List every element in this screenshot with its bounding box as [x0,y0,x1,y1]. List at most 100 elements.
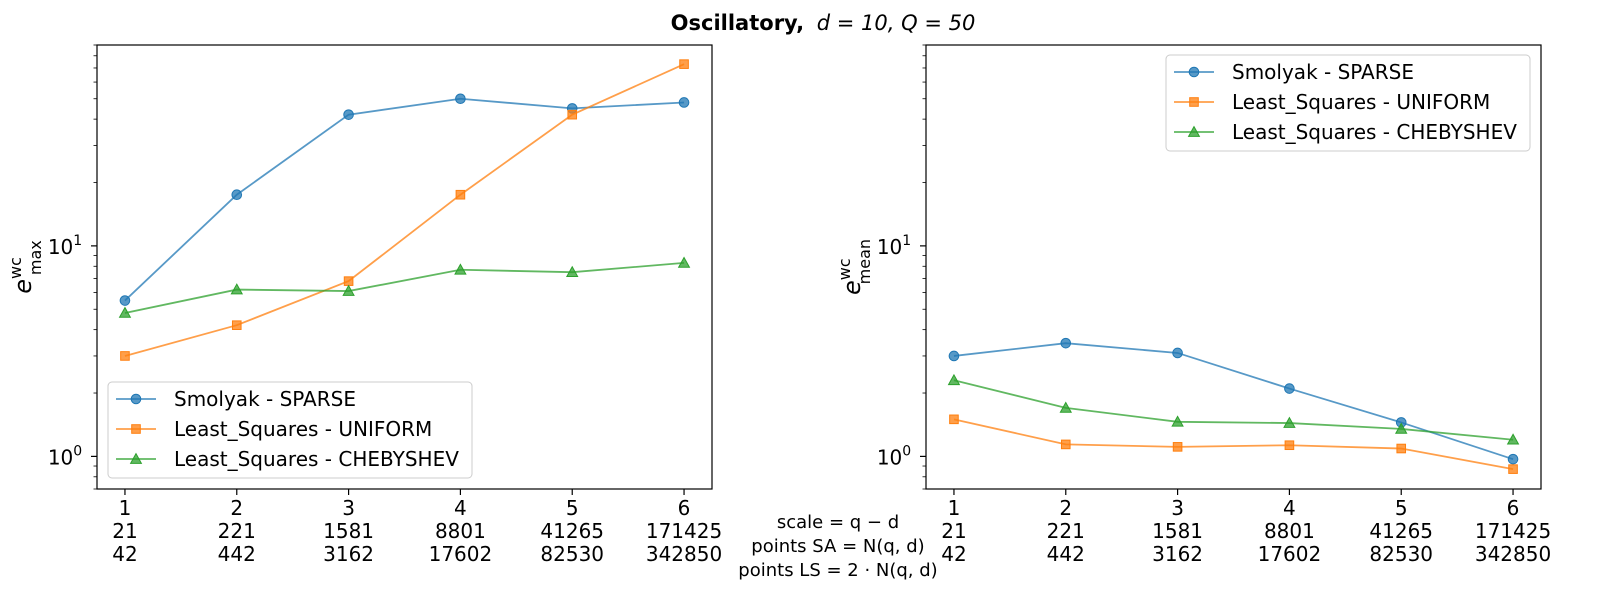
right-y-minor-ticks [922,44,926,490]
right-y-tick-label: 100 [877,443,911,469]
left-x-tick-label: 21 [112,519,137,543]
right-series-line [953,342,1514,461]
right-x-tick-label: 2 [1059,496,1072,520]
left-series-line [124,262,685,314]
right-series-point [1506,433,1520,445]
right-x-tick-label: 4 [1283,496,1296,520]
left-x-tick-label: 5 [566,496,579,520]
center-scale-label: scale = q − d [777,512,899,533]
left-series-point [230,283,244,295]
left-series-line [124,63,685,357]
left-series-line [124,97,685,302]
right-series-point [1507,453,1519,465]
left-x-tick-label: 82530 [540,542,604,566]
left-x-tick-label: 3162 [323,542,374,566]
right-x-tick-label: 342850 [1475,542,1551,566]
left-y-ticks: 100 101 [48,233,97,469]
right-series-point [949,414,959,425]
right-x-tick-label: 3162 [1152,542,1203,566]
left-legend-label: Least_Squares - CHEBYSHEV [174,447,459,471]
right-legend-label: Least_Squares - CHEBYSHEV [1232,120,1517,144]
right-x-tick-label: 171425 [1475,519,1551,543]
left-series-point [231,320,242,330]
left-y-tick-label: 101 [48,233,82,259]
left-series-group [118,59,691,361]
right-series-point [1284,440,1295,451]
left-x-tick-label: 1581 [323,519,374,543]
left-x-tick-label: 171425 [646,519,722,543]
right-series-point [1059,401,1073,413]
right-x-tick-label: 5 [1395,496,1408,520]
left-series-point [231,189,243,201]
center-points-ls-label: points LS = 2 · N(q, d) [738,560,937,581]
right-legend: Smolyak - SPARSE Least_Squares - UNIFORM L… [1165,54,1531,152]
left-x-tick-label: 3 [342,496,355,520]
right-x-tick-label: 41265 [1369,519,1433,543]
right-legend-label: Smolyak - SPARSE [1232,60,1414,84]
right-x-tick-label: 6 [1507,496,1520,520]
left-legend-swatch-marker [130,393,142,405]
right-series-point [1171,415,1184,427]
left-legend-swatch-marker [131,424,141,434]
right-plot-frame [925,44,1542,490]
right-x-tick-label: 8801 [1264,519,1315,543]
left-x-tick-label: 8801 [435,519,486,543]
left-series-point [118,306,132,318]
right-y-axis-label: ewcmean [835,239,874,295]
left-legend-label: Smolyak - SPARSE [174,387,356,411]
left-x-tick-label: 2 [230,496,243,520]
right-series-point [1172,347,1183,359]
left-x-tick-label: 342850 [646,542,722,566]
right-series-group [947,337,1520,474]
left-y-tick-label: 100 [48,443,82,469]
left-legend-box [107,381,473,479]
right-ylabel-sub: mean [855,239,874,284]
left-series-point [677,256,691,268]
right-y-ticks: 100 101 [877,233,926,469]
right-series-point [1283,416,1296,428]
title-bold-part: Oscillatory, [671,11,804,35]
right-x-tick-label: 1581 [1152,519,1203,543]
right-legend-swatch-marker [1188,66,1200,78]
left-x-tick-label: 442 [218,542,256,566]
left-y-minor-ticks [93,44,97,490]
left-series-point [455,189,466,200]
left-series-point [565,265,579,278]
right-legend-label: Least_Squares - UNIFORM [1232,90,1490,114]
left-ylabel-sub: max [26,240,45,275]
left-y-axis-label: ewcmax [6,240,45,294]
left-series-point [343,109,354,120]
right-ylabel-base: e [838,280,866,295]
left-x-tick-label: 42 [112,542,137,566]
left-series-point [343,276,354,286]
left-series-point [455,93,466,105]
left-series-point [342,284,355,296]
left-legend-swatch-marker [129,452,143,464]
left-legend: Smolyak - SPARSE Least_Squares - UNIFORM L… [107,381,473,479]
right-legend-swatch-marker [1187,125,1201,137]
left-series-point [120,351,130,361]
left-x-tick-label: 6 [678,496,691,520]
right-series-point [948,350,960,362]
left-series-point [119,295,131,306]
title-math-part: d = 10, Q = 50 [817,11,976,35]
right-series-line [953,379,1514,441]
right-x-tick-label: 3 [1171,496,1184,520]
right-legend-box [1165,54,1531,152]
left-plot-frame [96,44,713,490]
left-x-tick-label: 221 [218,519,256,543]
right-series-line [953,418,1514,471]
right-y-tick-label: 101 [877,233,911,259]
left-series-point [678,97,690,108]
left-x-tick-label: 4 [454,496,467,520]
right-x-tick-label: 82530 [1369,542,1433,566]
right-x-tick-label: 21 [941,519,966,543]
right-series-point [1284,383,1295,394]
left-series-point [567,109,578,120]
right-series-point [1060,337,1072,349]
right-series-point [1394,422,1408,434]
